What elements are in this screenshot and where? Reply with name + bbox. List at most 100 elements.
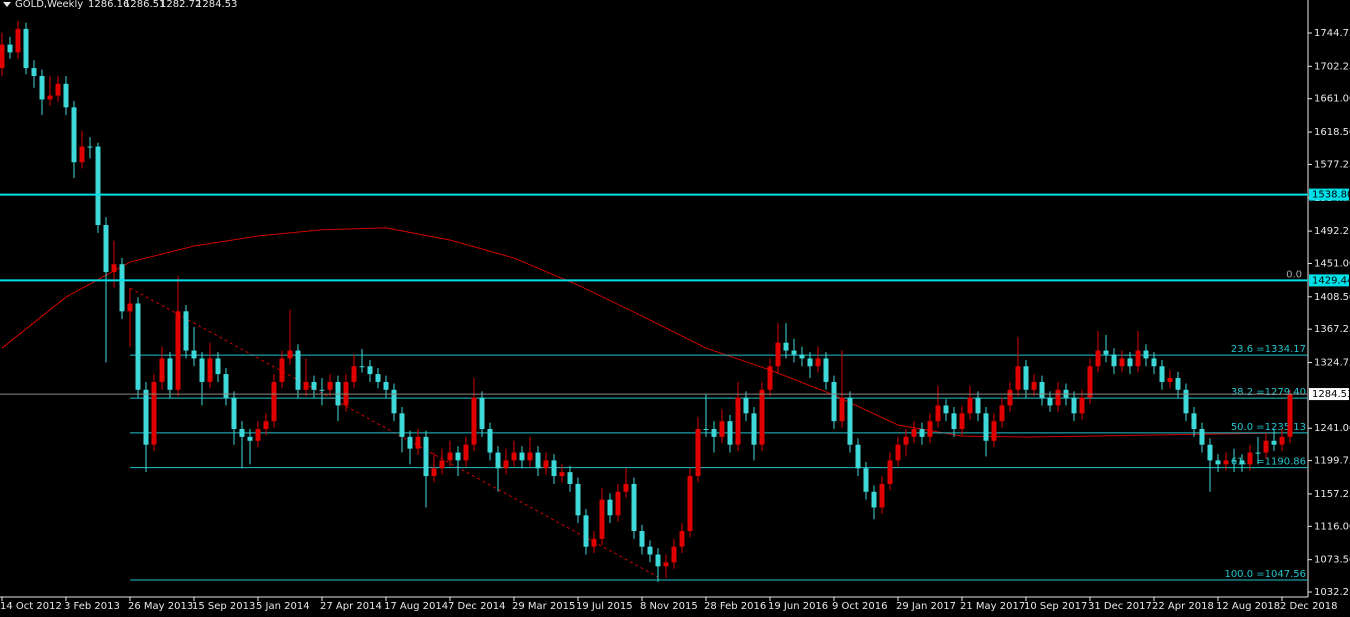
candle-body [455, 452, 461, 461]
candle-body [679, 531, 685, 547]
candle-body [239, 429, 245, 437]
candle-body [471, 397, 477, 445]
candle-body [263, 421, 269, 430]
x-tick-label: 9 Oct 2016 [832, 601, 887, 612]
y-tick-label: 1367.25 [1314, 324, 1350, 335]
x-tick-label: 8 Nov 2015 [640, 601, 698, 612]
candle-body [1271, 440, 1277, 445]
candle-body [1167, 378, 1173, 382]
header-value: 1286.51 [124, 0, 165, 10]
candle-body [895, 444, 901, 461]
x-tick-label: 28 Feb 2016 [704, 601, 766, 612]
candle-body [799, 354, 805, 359]
candle-body [143, 389, 149, 445]
candle-body [855, 444, 861, 469]
y-tick-label: 1618.50 [1314, 127, 1350, 138]
candle-body [767, 366, 773, 390]
candle-body [935, 405, 941, 422]
candle-body [1287, 394, 1293, 437]
x-tick-label: 21 May 2017 [960, 601, 1025, 612]
candle-body [0, 44, 5, 69]
candle-body [447, 452, 453, 461]
x-tick-label: 26 May 2013 [128, 601, 193, 612]
candle-body [863, 468, 869, 492]
candle-body [527, 452, 533, 461]
candle-body [175, 311, 181, 390]
candle-body [871, 491, 877, 508]
candle-body [351, 366, 357, 382]
header-value: 1286.16 [88, 0, 129, 10]
candle-body [807, 358, 813, 367]
candle-body [31, 68, 37, 76]
x-tick-label: 27 Apr 2014 [320, 601, 382, 612]
candle-body [1263, 440, 1269, 453]
y-tick-label: 1032.25 [1314, 587, 1350, 598]
candle-body [183, 311, 189, 351]
candle-body [1191, 413, 1197, 430]
candle-body [151, 381, 157, 445]
candle-body [1199, 429, 1205, 445]
candle-body [7, 44, 13, 53]
candle-body [1047, 397, 1053, 406]
candle-body [847, 397, 853, 445]
candle-body [831, 381, 837, 422]
hline-price-box [1309, 274, 1349, 287]
candle-body [383, 381, 389, 390]
candle-body [63, 83, 69, 108]
candle-body [359, 366, 365, 368]
candle-body [991, 421, 997, 441]
y-tick-label: 1492.25 [1314, 226, 1350, 237]
candle-body [743, 397, 749, 414]
candle-body [959, 413, 965, 430]
header-value: 1284.53 [196, 0, 237, 10]
candle-body [703, 429, 709, 431]
candle-body [311, 381, 317, 390]
candle-body [927, 421, 933, 437]
candle-body [631, 483, 637, 532]
x-tick-label: 15 Sep 2013 [192, 601, 255, 612]
candle-body [1039, 381, 1045, 398]
x-tick-label: 14 Oct 2012 [0, 601, 62, 612]
y-tick-label: 1157.25 [1314, 489, 1350, 500]
candle-body [943, 405, 949, 414]
candle-body [367, 366, 373, 375]
candle-body [1031, 381, 1037, 390]
candle-body [1183, 389, 1189, 414]
candle-body [615, 491, 621, 516]
fib-label: 61.8 =1190.86 [1231, 457, 1306, 468]
candle-body [999, 405, 1005, 422]
candle-body [111, 264, 117, 273]
candle-body [415, 436, 421, 449]
candle-body [423, 436, 429, 477]
candle-body [399, 413, 405, 437]
candle-body [1215, 460, 1221, 465]
x-tick-label: 19 Jun 2016 [768, 601, 828, 612]
candle-body [1239, 460, 1245, 465]
candle-body [1255, 452, 1261, 454]
candle-body [167, 358, 173, 390]
candle-body [879, 483, 885, 508]
fib-label: 23.6 =1334.17 [1231, 344, 1306, 355]
candle-body [839, 397, 845, 422]
candle-body [271, 381, 277, 422]
candle-body [1079, 397, 1085, 414]
candle-body [207, 358, 213, 382]
candle-body [231, 397, 237, 430]
y-tick-label: 1702.25 [1314, 61, 1350, 72]
candle-body [1279, 436, 1285, 445]
candle-body [303, 381, 309, 390]
candle-body [279, 358, 285, 382]
candle-body [711, 429, 717, 437]
candle-body [407, 436, 413, 449]
candle-body [575, 483, 581, 516]
y-tick-label: 1661.00 [1314, 94, 1350, 105]
candle-body [1055, 389, 1061, 406]
candle-body [87, 146, 93, 148]
y-tick-label: 1451.00 [1314, 258, 1350, 269]
candle-body [55, 83, 61, 96]
y-tick-label: 1324.75 [1314, 358, 1350, 369]
candle-body [247, 436, 253, 441]
candle-body [519, 452, 525, 461]
candle-body [1127, 358, 1133, 367]
